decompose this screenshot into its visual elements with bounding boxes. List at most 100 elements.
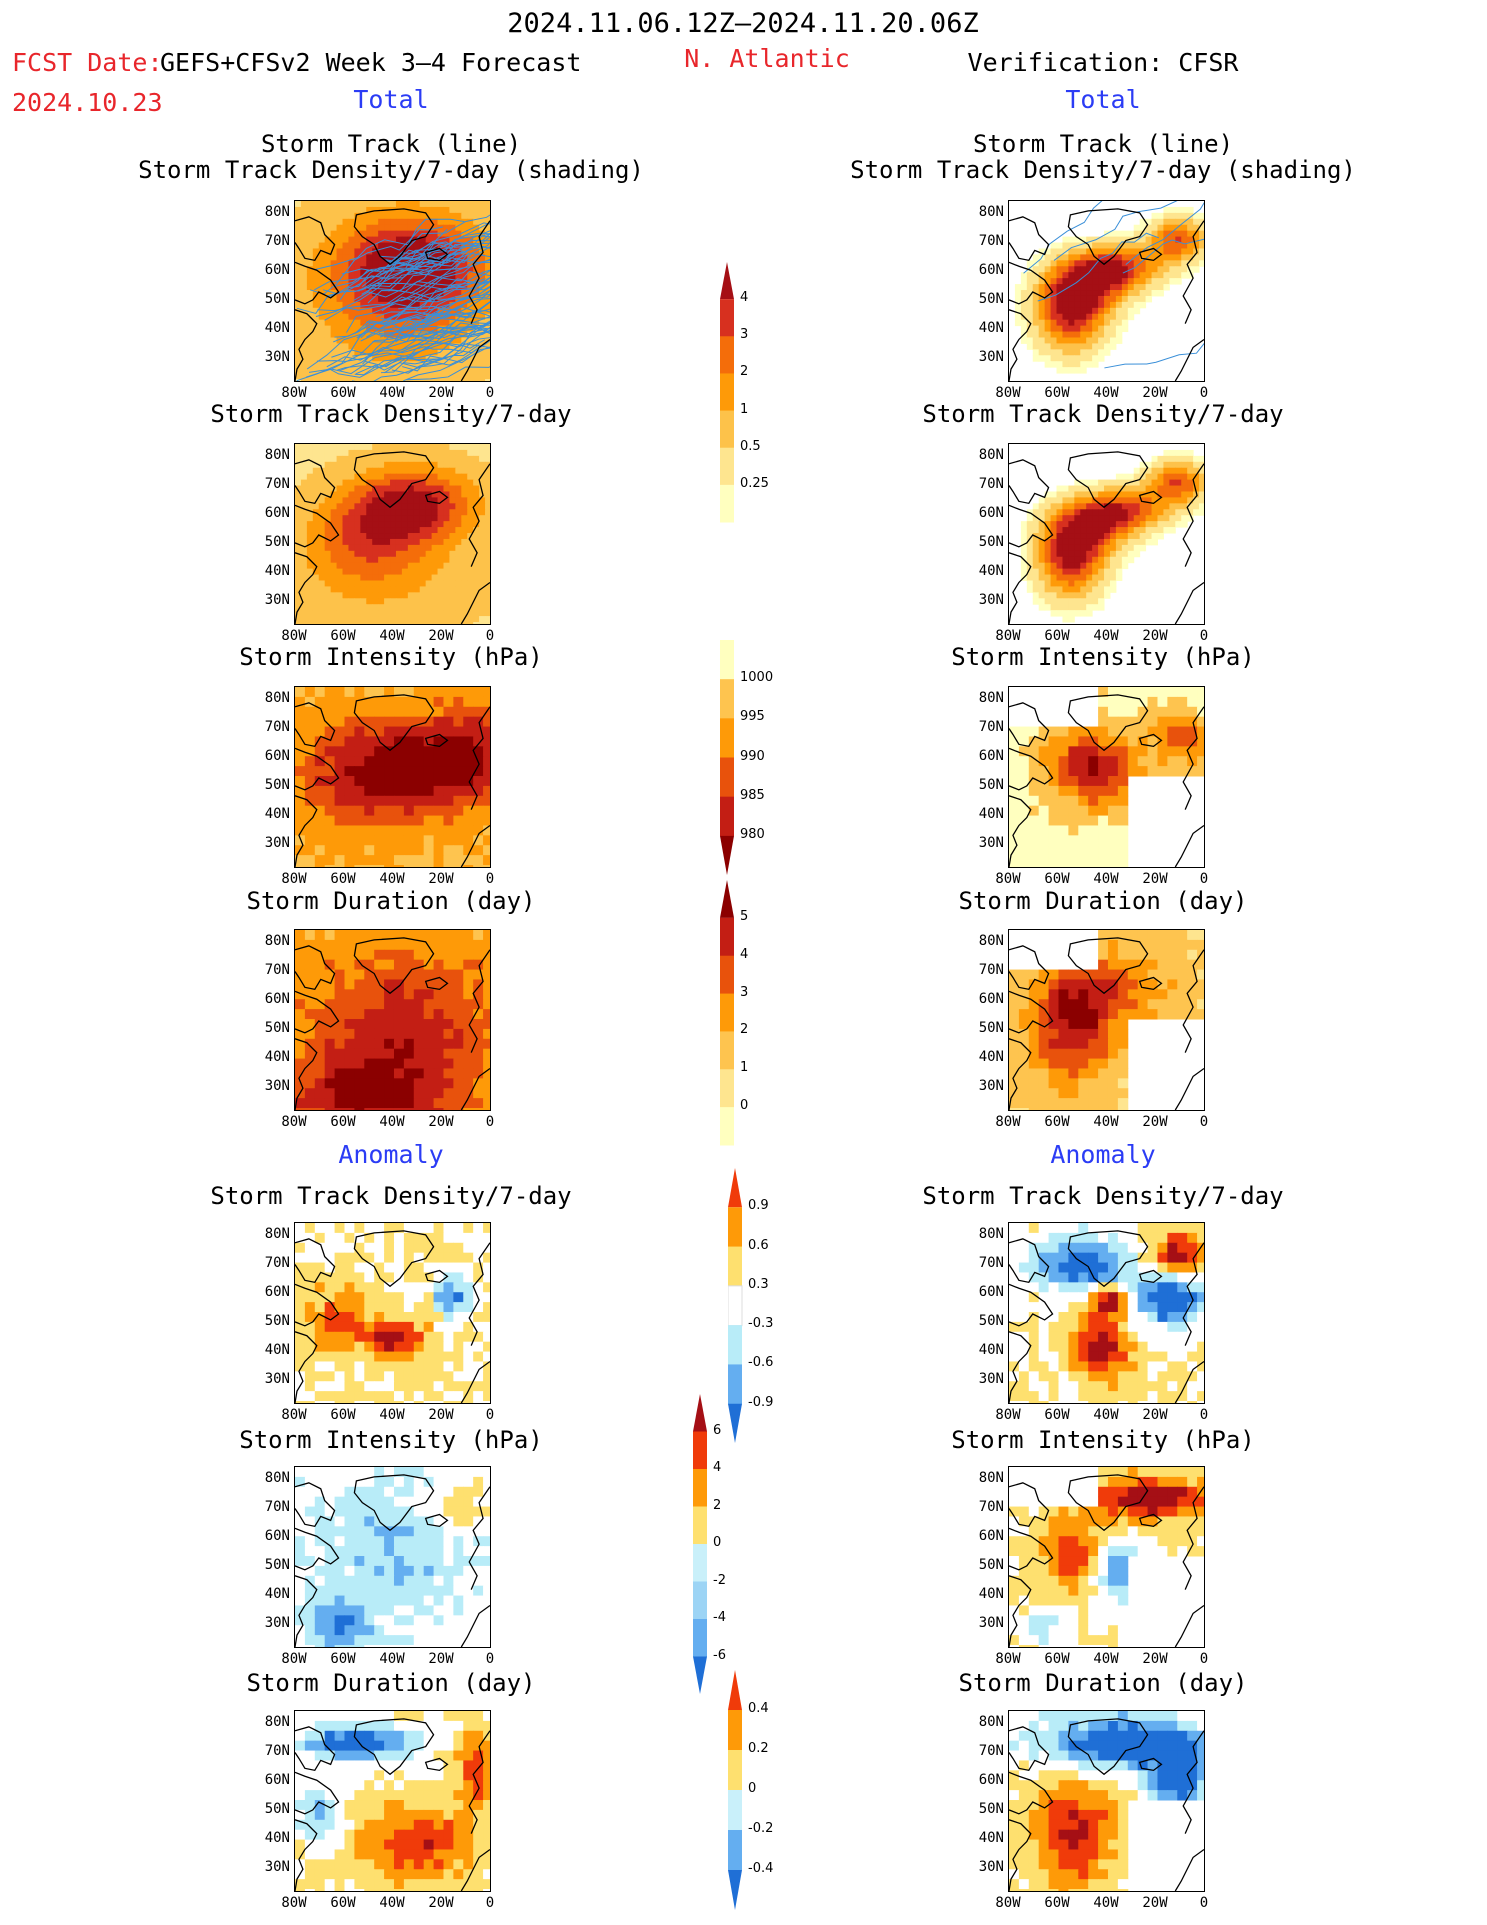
field-cell (1193, 254, 1200, 261)
field-cell (1151, 212, 1158, 220)
storm-track-line (313, 218, 465, 271)
coastline (1009, 261, 1054, 305)
field-cell (1098, 260, 1105, 267)
field-cell (344, 1292, 355, 1303)
field-cell (1199, 224, 1204, 232)
panel-title-track-shading-left: Storm Track Density/7-day (shading) (138, 156, 644, 184)
field-cell (437, 278, 444, 285)
field-cell (1157, 736, 1168, 747)
field-cell (1018, 979, 1030, 990)
field-cell (1062, 313, 1069, 321)
field-cell (393, 930, 405, 941)
field-cell (1028, 1108, 1040, 1110)
field-cell (467, 343, 474, 350)
field-cell (1086, 550, 1093, 558)
date-range-title: 2024.11.06.12Z–2024.11.20.06Z (507, 8, 979, 39)
field-cell (443, 1331, 454, 1343)
field-cell (413, 491, 421, 498)
field-cell (403, 1048, 415, 1060)
field-cell (473, 580, 480, 587)
field-cell (295, 598, 302, 605)
field-cell (366, 616, 373, 623)
field-cell (364, 949, 375, 961)
field-cell (1068, 521, 1075, 528)
field-cell (295, 449, 302, 457)
field-cell (342, 521, 349, 528)
field-cell (1018, 999, 1030, 1010)
map-field-svg (295, 1223, 490, 1403)
field-cell (401, 574, 409, 581)
field-cell (314, 687, 326, 698)
field-cell (413, 1088, 425, 1099)
field-cell (443, 969, 454, 980)
field-cell (1088, 805, 1099, 817)
field-cell (423, 1262, 435, 1273)
field-cell (1104, 538, 1111, 546)
field-cell (348, 349, 355, 356)
field-cell (1050, 503, 1058, 510)
field-cell (1151, 248, 1158, 255)
field-cell (1151, 266, 1158, 273)
field-cell (425, 580, 433, 587)
field-cell (1068, 260, 1075, 267)
panel-title-duration-anom-right: Storm Duration (day) (958, 1669, 1248, 1697)
field-cell (1028, 726, 1040, 737)
field-cell (334, 969, 345, 980)
storm-track-line (338, 337, 490, 372)
field-cell (479, 580, 486, 587)
field-cell (407, 242, 415, 249)
field-cell (295, 1351, 306, 1362)
field-cell (1117, 1098, 1129, 1109)
field-cell (461, 491, 468, 498)
field-cell (312, 568, 320, 576)
field-cell (384, 979, 395, 990)
field-cell (354, 301, 361, 309)
field-cell (425, 562, 433, 570)
field-cell (401, 373, 409, 380)
field-cell (1080, 278, 1087, 285)
field-cell (425, 236, 433, 244)
field-cell (1137, 756, 1149, 767)
storm-track-line (339, 244, 455, 300)
field-cell (304, 687, 316, 698)
field-cell (467, 586, 474, 593)
field-cell (413, 1312, 425, 1323)
field-cell (1187, 248, 1194, 255)
field-cell (1145, 521, 1153, 528)
field-cell (425, 254, 433, 261)
field-cell (413, 979, 425, 990)
field-cell (306, 550, 314, 558)
field-cell (295, 1302, 306, 1313)
field-cell (344, 1108, 355, 1110)
field-cell (1009, 1058, 1020, 1069)
lat-tick-label: 40N (264, 563, 290, 579)
field-cell (1163, 473, 1170, 481)
field-cell (324, 805, 336, 817)
field-cell (295, 825, 306, 836)
field-cell (1147, 687, 1158, 698)
field-cell (473, 805, 484, 817)
field-cell (473, 236, 480, 244)
field-cell (295, 989, 306, 1000)
field-cell (366, 260, 373, 267)
field-cell (1068, 550, 1075, 558)
field-cell (443, 706, 454, 718)
field-cell (1115, 236, 1123, 244)
field-cell (295, 1048, 306, 1060)
field-cell (354, 687, 365, 698)
map-field-svg (295, 930, 490, 1110)
field-cell (372, 580, 379, 587)
field-cell (334, 1223, 345, 1234)
field-cell (300, 550, 308, 558)
field-cell (384, 746, 395, 757)
field-cell (1026, 272, 1034, 279)
field-cell (300, 266, 308, 273)
field-cell (1068, 580, 1075, 587)
field-cell (318, 242, 326, 249)
coastline (1067, 208, 1149, 266)
coastline (1009, 990, 1054, 1034)
field-cell (393, 746, 405, 757)
field-cell (1080, 349, 1087, 356)
field-cell (423, 1078, 435, 1089)
field-cell (306, 610, 314, 617)
